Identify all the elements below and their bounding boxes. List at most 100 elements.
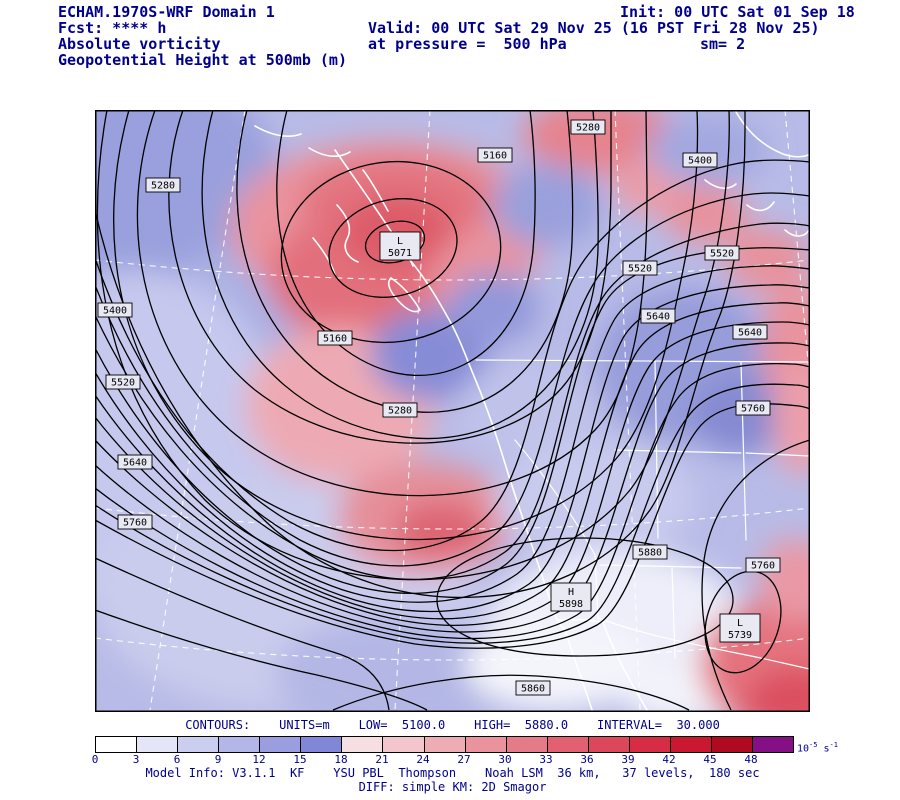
colorbar-cell — [711, 737, 753, 752]
contour-label: 5640 — [117, 454, 153, 470]
low-center-label: L 5071 — [379, 231, 421, 261]
valid-time: Valid: 00 UTC Sat 29 Nov 25 (16 PST Fri … — [368, 19, 820, 37]
colorbar-cell — [465, 737, 507, 752]
unit-base: 10 — [797, 743, 810, 755]
contour-label: 5160 — [317, 330, 353, 346]
colorbar-tick: 30 — [498, 753, 512, 766]
contour-label-text: 5880 — [638, 548, 662, 559]
weather-map: 5280 5400 5520 5640 5760 5160 5280 5400 … — [95, 110, 810, 712]
unit-base: s — [817, 743, 830, 755]
colorbar-cell — [629, 737, 671, 752]
contour-label: 5760 — [745, 557, 781, 573]
contour-label: 5520 — [622, 260, 658, 276]
contour-legend-line: CONTOURS: UNITS=m LOW= 5100.0 HIGH= 5880… — [185, 718, 720, 732]
unit-exponent: -5 — [809, 741, 818, 749]
contour-label: 5640 — [732, 324, 768, 340]
contour-label-text: 5760 — [741, 404, 765, 415]
init-time: Init: 00 UTC Sat 01 Sep 18 — [620, 3, 855, 21]
colorbar-tick: 24 — [416, 753, 430, 766]
contour-label: 5880 — [632, 544, 668, 560]
colorbar-cell — [424, 737, 466, 752]
colorbar-tick: 12 — [252, 753, 266, 766]
colorbar-tick: 21 — [375, 753, 389, 766]
contour-label: 5280 — [145, 177, 181, 193]
model-info-line: Model Info: V3.1.1 KF YSU PBL Thompson N… — [145, 766, 760, 780]
contour-label-text: 5760 — [123, 518, 147, 529]
contour-label: 5860 — [515, 680, 551, 696]
colorbar-cell — [178, 737, 220, 752]
colorbar-tick: 45 — [703, 753, 717, 766]
contour-label: 5400 — [682, 152, 718, 168]
contour-label: 5280 — [382, 402, 418, 418]
contour-label-text: 5280 — [388, 406, 412, 417]
contour-label-text: 5760 — [751, 561, 775, 572]
colorbar-cell — [383, 737, 425, 752]
colorbar-tick: 33 — [539, 753, 553, 766]
contour-label: 5280 — [570, 119, 606, 135]
contour-label: 5760 — [117, 514, 153, 530]
low-value: 5739 — [728, 630, 752, 641]
pressure-level: at pressure = 500 hPa — [368, 35, 567, 53]
colorbar-tick: 0 — [91, 753, 99, 766]
colorbar-tick: 6 — [173, 753, 181, 766]
colorbar-tick: 15 — [293, 753, 307, 766]
colorbar-cell — [506, 737, 548, 752]
colorbar-cell — [670, 737, 712, 752]
low-center-label: L 5739 — [719, 613, 761, 643]
contour-label-text: 5860 — [521, 684, 545, 695]
colorbar-tick: 36 — [580, 753, 594, 766]
contour-label-text: 5400 — [103, 306, 127, 317]
colorbar-cell — [753, 737, 794, 752]
colorbar-cell — [96, 737, 138, 752]
contour-label-text: 5640 — [123, 458, 147, 469]
contour-label: 5400 — [97, 302, 133, 318]
colorbar-cell — [342, 737, 384, 752]
colorbar-tick: 48 — [744, 753, 758, 766]
contour-label-text: 5520 — [710, 249, 734, 260]
contour-label: 5640 — [640, 308, 676, 324]
contour-label-text: 5520 — [628, 264, 652, 275]
colorbar-tick: 39 — [621, 753, 635, 766]
colorbar-tick: 3 — [132, 753, 140, 766]
unit-exponent: -1 — [829, 741, 838, 749]
colorbar-cell — [219, 737, 261, 752]
contour-label-text: 5280 — [576, 123, 600, 134]
field-name-1: Absolute vorticity — [58, 35, 221, 53]
colorbar-cell — [260, 737, 302, 752]
contour-label-text: 5160 — [483, 151, 507, 162]
smoothing-label: sm= 2 — [700, 35, 746, 53]
model-title: ECHAM.1970S-WRF Domain 1 — [58, 3, 275, 21]
contour-label-text: 5280 — [151, 181, 175, 192]
contour-label-text: 5640 — [646, 312, 670, 323]
high-letter: H — [568, 587, 574, 598]
contour-label: 5760 — [735, 400, 771, 416]
contour-label: 5520 — [704, 245, 740, 261]
low-value: 5071 — [388, 248, 412, 259]
contour-label-text: 5160 — [323, 334, 347, 345]
state-borders — [475, 359, 810, 670]
contour-label: 5520 — [105, 374, 141, 390]
high-center-label: H 5898 — [550, 582, 592, 612]
geography — [254, 110, 810, 711]
low-letter: L — [737, 618, 743, 629]
colorbar-cell — [301, 737, 343, 752]
colorbar-cell — [137, 737, 179, 752]
contour-label-text: 5400 — [688, 156, 712, 167]
colorbar-tick: 42 — [662, 753, 676, 766]
colorbar-unit: 10-5 s-1 — [797, 741, 838, 754]
map-frame — [95, 110, 810, 712]
contour-label-text: 5520 — [111, 378, 135, 389]
colorbar-tick: 18 — [334, 753, 348, 766]
contour-label: 5160 — [477, 147, 513, 163]
colorbar-cell — [547, 737, 589, 752]
field-name-2: Geopotential Height at 500mb (m) — [58, 51, 347, 69]
forecast-hour: Fcst: **** h — [58, 19, 167, 37]
colorbar-ticks: 0 3 6 9 12 15 18 21 24 27 30 33 36 39 42 45 48 — [92, 753, 835, 767]
contour-labels: 5280 5400 5520 5640 5760 5160 5280 5400 … — [97, 119, 781, 696]
low-letter: L — [397, 236, 403, 247]
colorbar-tick: 27 — [457, 753, 471, 766]
contour-label-text: 5640 — [738, 328, 762, 339]
high-value: 5898 — [559, 599, 583, 610]
colorbar-cells — [95, 736, 794, 753]
